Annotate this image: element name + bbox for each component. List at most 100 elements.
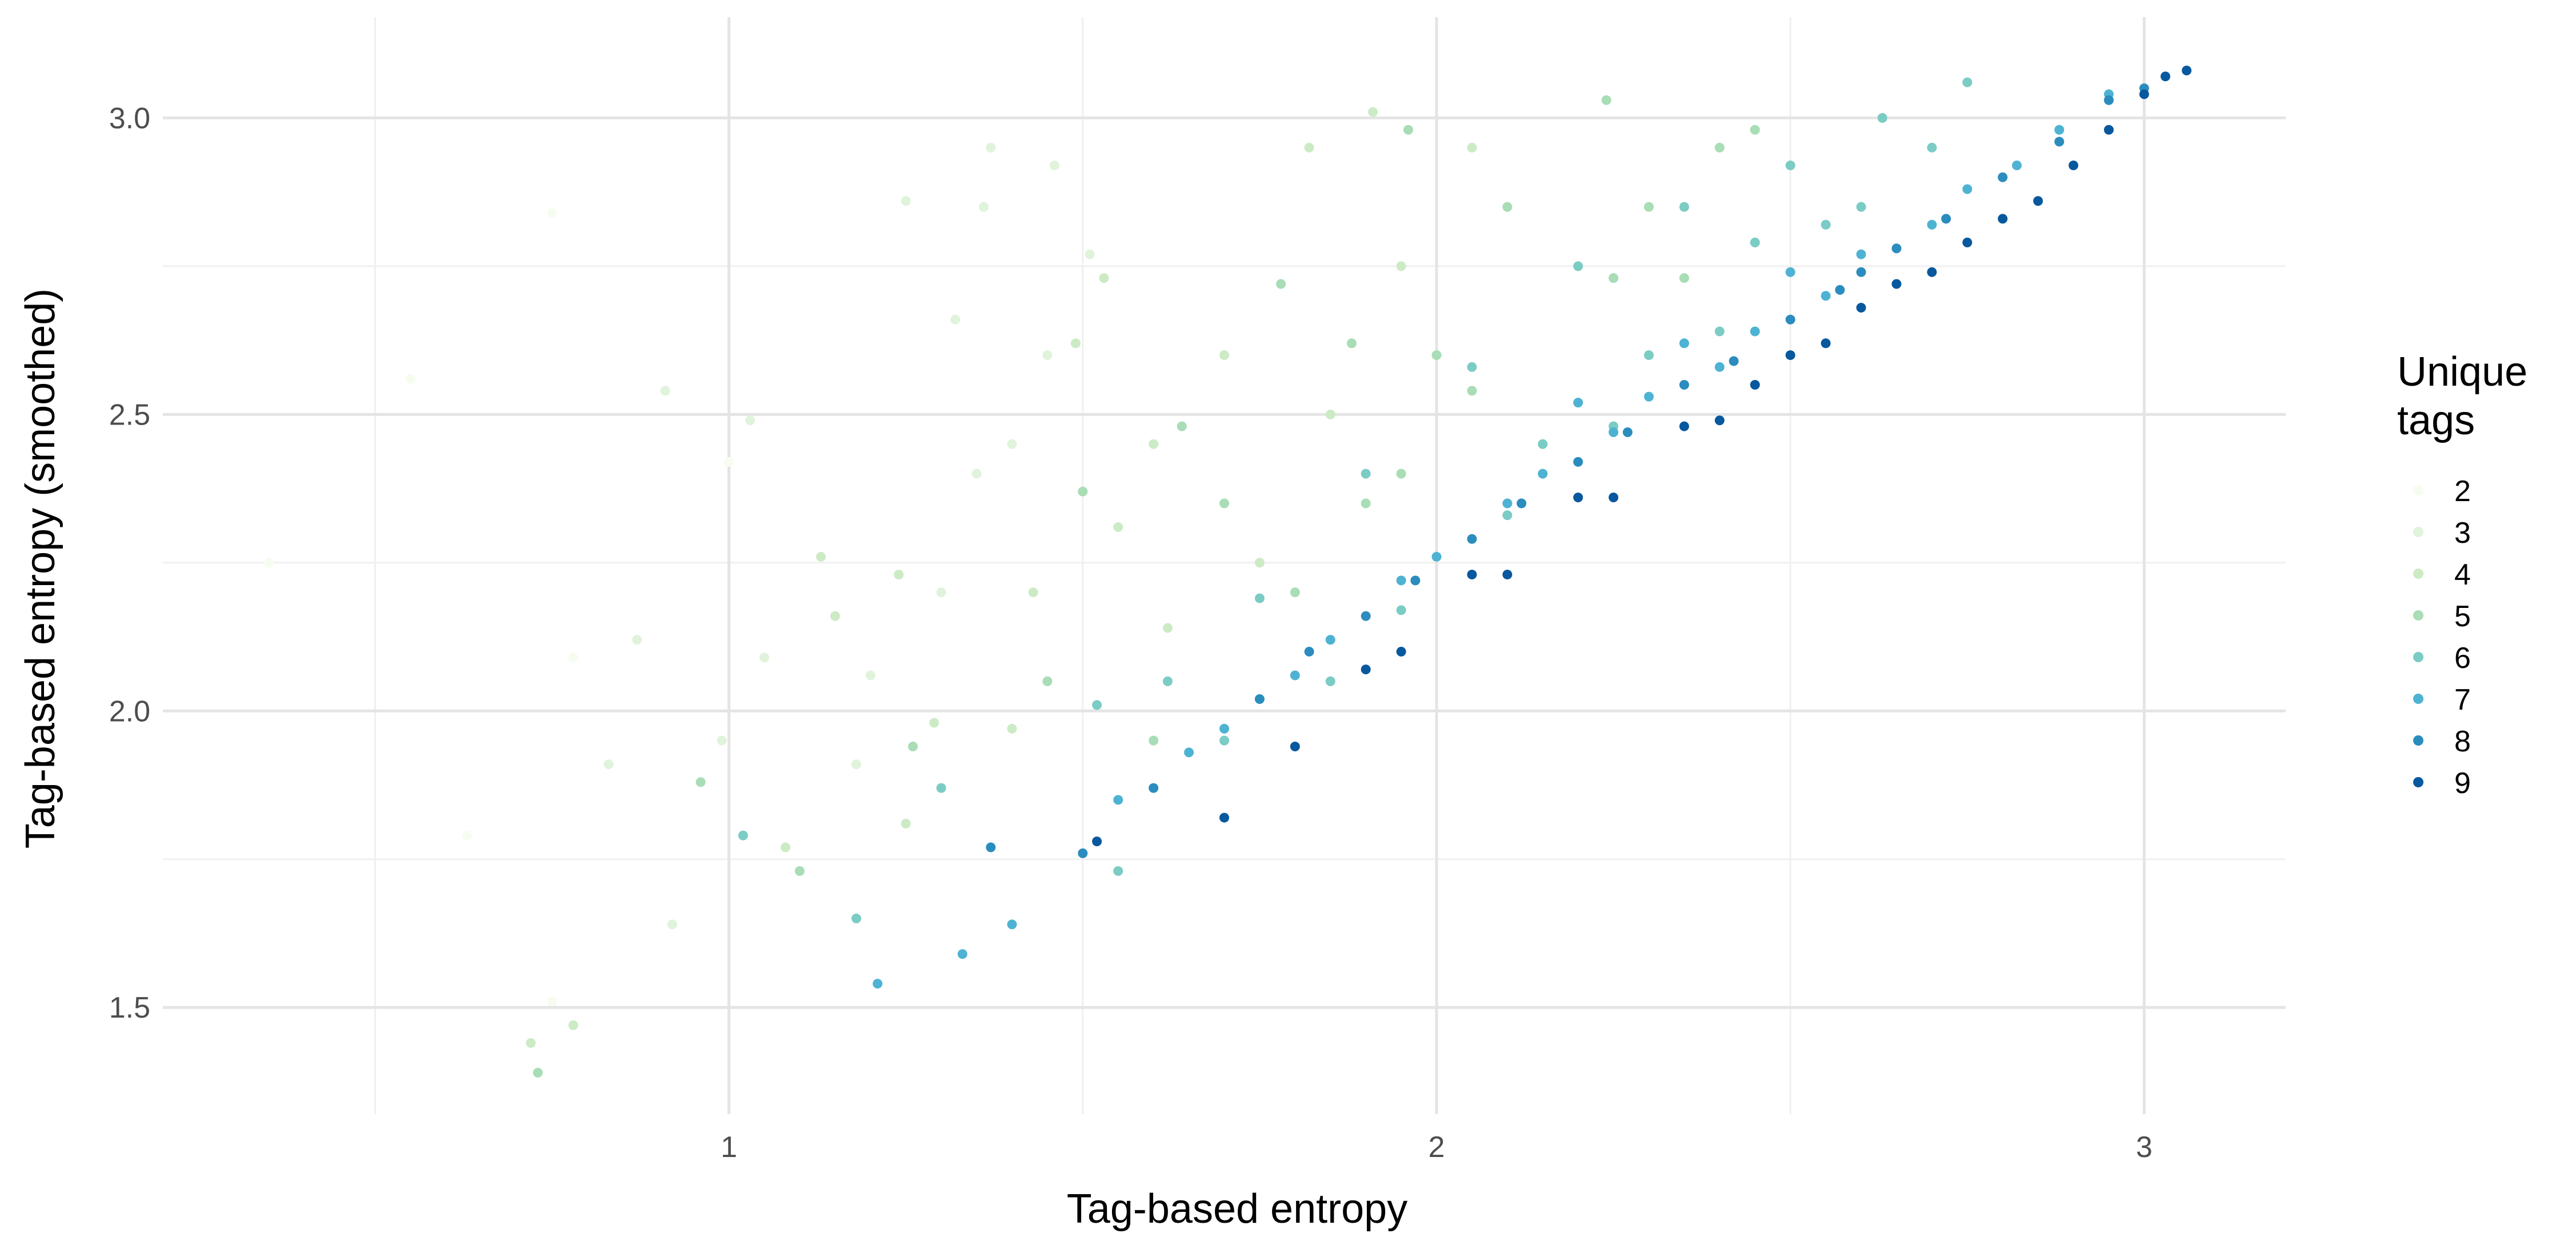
data-point (745, 415, 755, 426)
data-point (1099, 273, 1109, 283)
data-point (865, 670, 875, 680)
data-point (1962, 184, 1973, 194)
legend-label-4: 4 (2454, 558, 2471, 591)
data-point (1750, 125, 1760, 135)
data-point (1007, 723, 1017, 734)
data-point (1396, 605, 1406, 615)
data-point (2069, 160, 2078, 170)
data-point (1927, 142, 1937, 153)
data-point (1368, 107, 1378, 117)
data-point (1573, 457, 1583, 467)
data-point (2054, 137, 2065, 147)
data-point (1149, 783, 1159, 793)
data-point (1254, 694, 1265, 704)
data-point (901, 196, 911, 206)
data-point (1835, 285, 1845, 295)
data-point (1219, 350, 1229, 361)
data-point (781, 842, 791, 852)
data-point (717, 735, 727, 746)
data-point (1467, 534, 1477, 544)
data-point (1325, 635, 1335, 645)
data-point (2103, 125, 2114, 135)
data-point (1431, 551, 1442, 562)
data-point (1219, 735, 1229, 746)
data-point (1113, 795, 1123, 805)
legend-key-4 (2413, 569, 2423, 579)
y-tick-label: 2.5 (109, 398, 150, 431)
legend-label-5: 5 (2454, 600, 2471, 633)
data-point (603, 759, 614, 770)
data-point (547, 996, 557, 1007)
data-point (1573, 398, 1583, 408)
legend-key-7 (2413, 694, 2423, 704)
data-point (851, 914, 862, 924)
data-point (986, 842, 996, 852)
legend: Unique tags 2 3 4 5 6 7 8 9 (2397, 349, 2527, 800)
x-tick-label: 1 (721, 1131, 737, 1164)
data-point (1962, 237, 1973, 247)
data-point (1750, 326, 1760, 337)
data-point (264, 558, 274, 568)
data-point (724, 457, 734, 467)
data-point (1467, 570, 1477, 580)
data-point (1304, 142, 1314, 153)
data-point (1679, 273, 1689, 283)
data-point (1821, 291, 1831, 301)
y-tick-label: 1.5 (109, 991, 150, 1024)
data-point (1785, 267, 1795, 277)
data-point (1085, 249, 1095, 259)
data-point (830, 611, 840, 621)
data-point (1177, 421, 1187, 431)
data-point (1078, 848, 1088, 858)
data-point (1290, 742, 1300, 752)
data-point (1679, 338, 1689, 349)
data-point (2054, 125, 2065, 135)
data-point (1396, 646, 1406, 656)
data-point (1891, 279, 1902, 289)
data-point (462, 830, 472, 840)
data-point (1361, 498, 1371, 509)
legend-items: 2 3 4 5 6 7 8 9 (2413, 475, 2471, 800)
data-point (667, 919, 678, 930)
data-point (901, 818, 911, 828)
legend-key-5 (2413, 610, 2423, 621)
legend-label-7: 7 (2454, 683, 2471, 716)
data-point (957, 949, 967, 959)
x-tick-label: 2 (1429, 1131, 1445, 1164)
data-point (936, 587, 946, 598)
data-point (1113, 866, 1123, 876)
data-point (1502, 498, 1513, 509)
legend-label-9: 9 (2454, 767, 2471, 800)
data-point (1304, 646, 1314, 656)
data-point (1891, 243, 1902, 254)
data-point (1219, 812, 1229, 823)
data-point (1346, 338, 1357, 349)
data-point (1254, 558, 1265, 568)
data-point (1644, 391, 1654, 402)
legend-key-9 (2413, 777, 2423, 787)
legend-label-3: 3 (2454, 517, 2471, 550)
data-point (1254, 593, 1265, 603)
data-point (2103, 95, 2114, 105)
data-point (1149, 735, 1159, 746)
legend-label-2: 2 (2454, 475, 2471, 508)
data-point (1410, 575, 1421, 586)
data-point (1219, 498, 1229, 509)
data-point (1092, 700, 1102, 710)
legend-title-line-2: tags (2397, 398, 2475, 443)
data-point (1538, 469, 1548, 479)
data-point (1467, 362, 1477, 372)
data-point (526, 1038, 536, 1048)
data-point (851, 759, 862, 770)
data-point (986, 142, 996, 153)
data-point (1856, 249, 1866, 259)
data-point (1785, 160, 1795, 170)
data-point (547, 207, 557, 218)
data-point (1927, 267, 1937, 277)
data-point (405, 374, 415, 384)
data-point (1856, 202, 1866, 212)
data-point (759, 652, 770, 663)
data-point (1162, 623, 1173, 633)
data-point (1078, 486, 1088, 497)
